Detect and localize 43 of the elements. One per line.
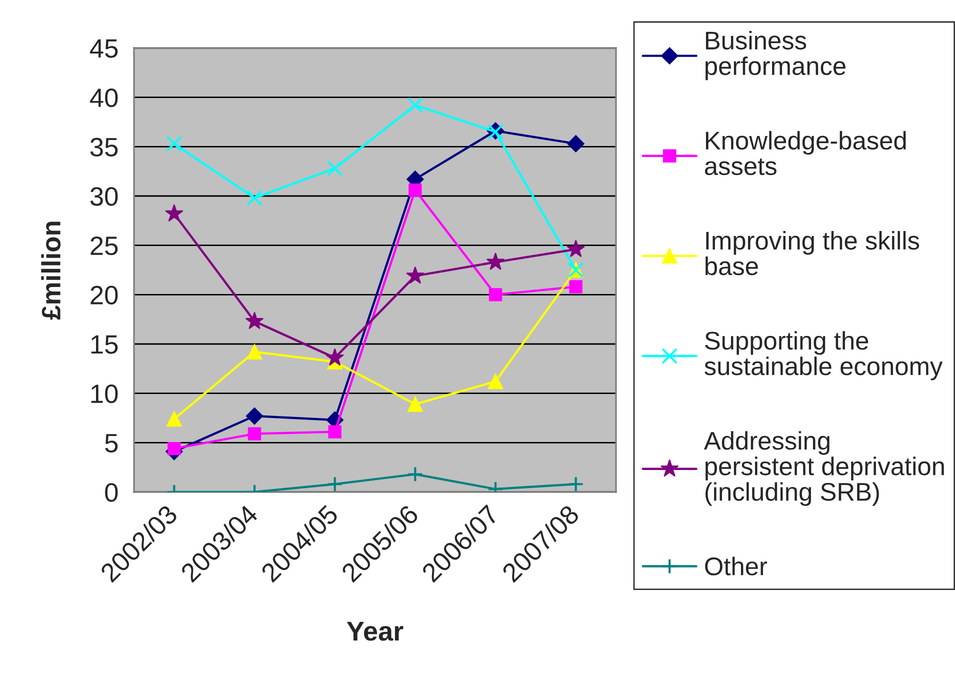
y-tick-label: 25: [90, 236, 118, 256]
legend-label: Other: [705, 556, 768, 576]
point: [248, 427, 262, 440]
point: [566, 240, 585, 258]
point: [488, 288, 502, 302]
point: [488, 374, 504, 390]
y-tick-label: 40: [90, 88, 118, 108]
point: [245, 312, 264, 330]
point: [246, 407, 264, 425]
point: [407, 97, 424, 114]
point: [246, 190, 262, 206]
point: [406, 266, 424, 284]
point: [486, 252, 505, 270]
point: [408, 396, 423, 412]
point: [246, 344, 262, 360]
point: [407, 466, 424, 482]
legend-label: Supporting the sustainable economy: [704, 331, 943, 380]
point: [168, 442, 181, 456]
y-tick-label: 15: [91, 335, 118, 354]
legend-label: Addressing persistent deprivation (including SRB): [704, 431, 944, 506]
point: [568, 476, 584, 492]
y-axis-title: £million: [41, 222, 61, 320]
y-tick-label: 20: [90, 286, 118, 304]
point: [326, 348, 344, 366]
point: [328, 425, 342, 438]
point: [569, 280, 582, 294]
y-tick-label: 35: [90, 138, 118, 156]
y-tick-label: 5: [105, 434, 118, 452]
point: [408, 183, 422, 197]
y-tick-label: 0: [105, 483, 118, 502]
point: [567, 135, 584, 152]
y-tick-label: 45: [90, 39, 118, 58]
y-tick-label: 10: [91, 384, 118, 404]
point: [326, 476, 343, 492]
legend-label: Improving the skills base: [706, 231, 920, 276]
point: [165, 204, 184, 222]
legend-label: Business performance: [706, 30, 846, 80]
point: [166, 136, 182, 152]
point: [326, 160, 343, 176]
point: [166, 411, 182, 427]
legend-label: Knowledge-based assets: [704, 130, 906, 176]
y-tick-label: 30: [90, 187, 118, 206]
x-axis-title: Year: [346, 622, 404, 641]
